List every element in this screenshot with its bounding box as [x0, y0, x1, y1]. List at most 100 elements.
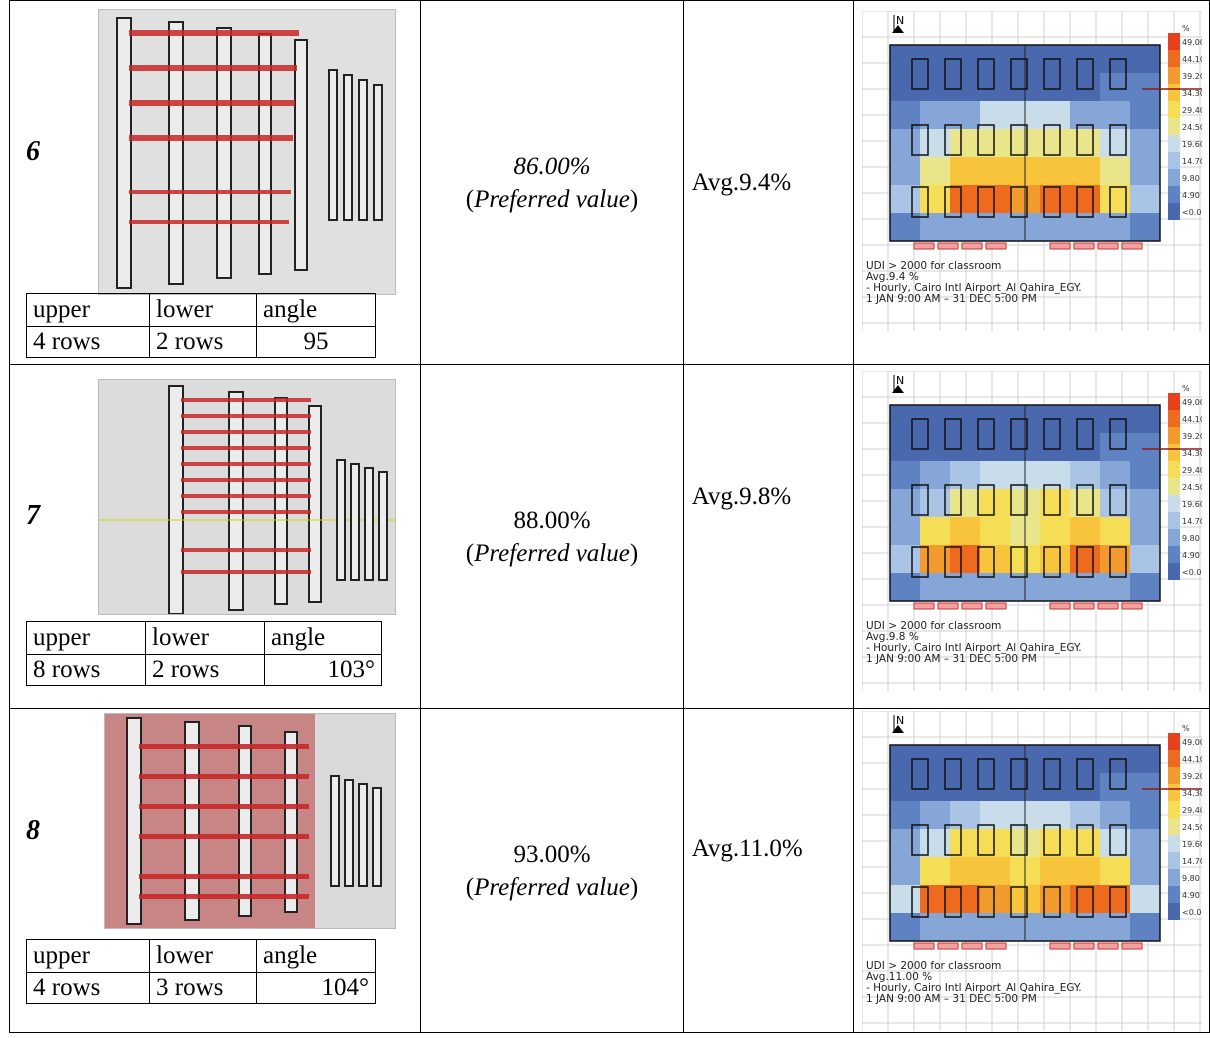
heatmap-cell [950, 829, 981, 857]
facade-render-image [104, 713, 396, 929]
value-upper: 8 rows [26, 654, 146, 686]
facade-render-svg [99, 380, 395, 614]
window-outline [911, 824, 930, 856]
heatmap-cell [890, 885, 921, 913]
heatmap-cell [1130, 573, 1161, 601]
shading-device [1121, 242, 1143, 250]
shading-device [961, 602, 983, 610]
heatmap-cell [1040, 885, 1071, 913]
window-outline [1076, 58, 1095, 90]
heatmap-cell [1100, 773, 1131, 801]
window-outline [977, 484, 996, 516]
window-outline [911, 124, 930, 156]
percent-cell: 93.00% (Preferred value) [420, 708, 684, 1033]
window-outline [1043, 58, 1062, 90]
legend-swatch [1168, 818, 1181, 835]
legend-label: 9.80 [1182, 174, 1200, 183]
heatmap-cell [1130, 73, 1161, 101]
parameters-table: upper lower angle 8 rows 2 rows 103° [26, 621, 382, 686]
shading-device [1073, 242, 1095, 250]
window-outline [944, 418, 963, 450]
heatmap-cell [1130, 101, 1161, 129]
legend-label: 34.30 [1182, 789, 1202, 798]
window-outline [911, 418, 930, 450]
preferred-label: Preferred value [474, 873, 630, 901]
heatmap-cell [920, 157, 951, 185]
map-cell: N% 49.00< 44.10 39.20 34.30 29.40 24.50 19.60 14… [853, 708, 1210, 1033]
map-caption: Avg.9.8 % [866, 631, 919, 643]
heatmap-cell [1130, 545, 1161, 573]
legend-label: 4.90 [1182, 891, 1200, 900]
heatmap-cell [1130, 489, 1161, 517]
heatmap-cell [890, 517, 921, 545]
legend-unit: % [1182, 384, 1190, 393]
legend-label: 14.70 [1182, 157, 1202, 166]
window-outline [1043, 824, 1062, 856]
window-outline [1076, 484, 1095, 516]
window-outline [944, 484, 963, 516]
legend-label: <0.00 [1182, 208, 1202, 217]
window-outline [944, 546, 963, 578]
header-upper: upper [26, 621, 146, 655]
heatmap-cell [1040, 489, 1071, 517]
window-outline [944, 886, 963, 918]
legend-swatch [1168, 801, 1181, 818]
heatmap-cell [1070, 517, 1101, 545]
heatmap-cell [1130, 45, 1161, 73]
heatmap-cell [890, 129, 921, 157]
legend-swatch [1168, 852, 1181, 869]
window-outline [944, 186, 963, 218]
window-outline [977, 546, 996, 578]
heatmap-cell [890, 157, 921, 185]
legend-label: 9.80 [1182, 534, 1200, 543]
heatmap-cell [1070, 73, 1101, 101]
heatmap-cell [1130, 405, 1161, 433]
legend-swatch [1168, 886, 1181, 903]
percent-value: 88.00% [513, 506, 591, 534]
heatmap-cell [920, 857, 951, 885]
legend-swatch [1168, 750, 1181, 767]
facade-render-svg [105, 714, 395, 928]
map-caption: 1 JAN 9:00 AM – 31 DEC 5:00 PM [866, 653, 1037, 665]
legend-label: 14.70 [1182, 517, 1202, 526]
legend-label: 49.00< [1182, 398, 1202, 407]
heatmap-cell [1040, 829, 1071, 857]
value-lower: 2 rows [145, 654, 265, 686]
window-outline [1109, 418, 1128, 450]
facade-render-image [98, 379, 396, 615]
udi-heatmap: N% 49.00< 44.10 39.20 34.30 29.40 24.50 19.60 14… [862, 11, 1203, 331]
north-label: N [896, 374, 904, 387]
map-caption: Avg.11.00 % [866, 971, 932, 983]
legend-swatch [1168, 169, 1181, 186]
parameters-table: upper lower angle 4 rows 2 rows 95 [26, 293, 376, 358]
heatmap-cell [1130, 829, 1161, 857]
legend-label: <0.00 [1182, 908, 1202, 917]
percent-value: 93.00% [513, 840, 591, 868]
legend-label: 4.90 [1182, 191, 1200, 200]
shading-device [1097, 942, 1119, 950]
window-outline [944, 824, 963, 856]
header-lower: lower [149, 293, 257, 327]
heatmap-cell [1070, 157, 1101, 185]
window-outline [1043, 758, 1062, 790]
table-row: 6 [8, 0, 1210, 365]
heatmap-cell [1100, 489, 1131, 517]
heatmap-cell [950, 433, 981, 461]
legend-label: 29.40 [1182, 806, 1202, 815]
window-outline [944, 758, 963, 790]
shading-device [937, 242, 959, 250]
legend-swatch [1168, 427, 1181, 444]
legend-swatch [1168, 135, 1181, 152]
window-outline [1076, 886, 1095, 918]
window-outline [1010, 418, 1029, 450]
value-angle: 95 [256, 326, 376, 358]
window-outline [1109, 124, 1128, 156]
shading-device [961, 242, 983, 250]
heatmap-cell [1040, 157, 1071, 185]
heatmap-cell [1070, 489, 1101, 517]
heatmap-cell [980, 157, 1011, 185]
heatmap-cell [980, 433, 1011, 461]
heatmap-cell [980, 129, 1011, 157]
heatmap-cell [1040, 545, 1071, 573]
results-table: 6 [8, 0, 1210, 1033]
